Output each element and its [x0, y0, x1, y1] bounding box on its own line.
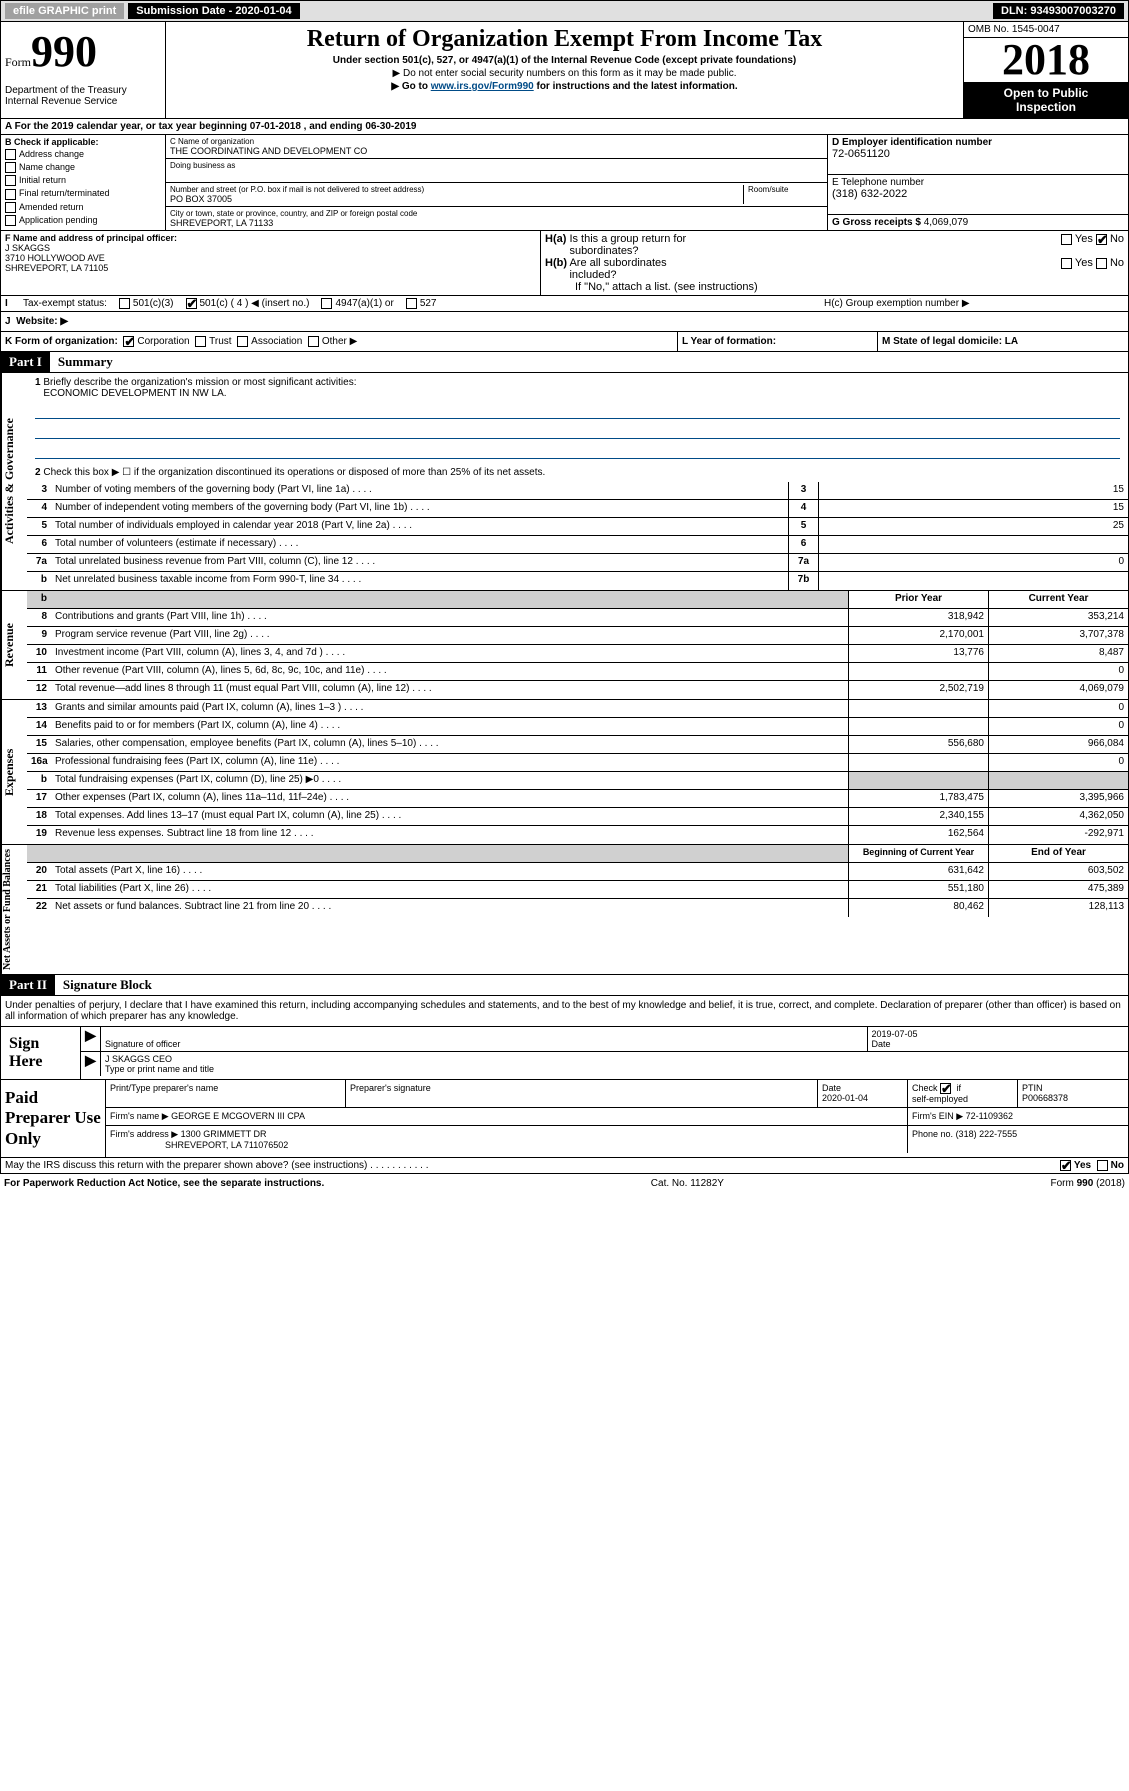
sub2: ▶ Do not enter social security numbers o…: [170, 68, 959, 79]
table-row: 14Benefits paid to or for members (Part …: [27, 718, 1128, 736]
table-row: 9Program service revenue (Part VIII, lin…: [27, 627, 1128, 645]
paid-preparer-label: Paid Preparer Use Only: [1, 1080, 106, 1157]
section-fgh: F Name and address of principal officer:…: [0, 231, 1129, 296]
table-row: 10Investment income (Part VIII, column (…: [27, 645, 1128, 663]
checkbox-527[interactable]: [406, 298, 417, 309]
checkbox-ha-yes[interactable]: [1061, 234, 1072, 245]
table-row: 17Other expenses (Part IX, column (A), l…: [27, 790, 1128, 808]
revenue-section: Revenue bPrior YearCurrent Year 8Contrib…: [0, 591, 1129, 700]
governance-section: Activities & Governance 1 Briefly descri…: [0, 373, 1129, 591]
subtitle: Under section 501(c), 527, or 4947(a)(1)…: [170, 55, 959, 66]
checkbox-name-change[interactable]: [5, 162, 16, 173]
table-row: 11Other revenue (Part VIII, column (A), …: [27, 663, 1128, 681]
table-row: 19Revenue less expenses. Subtract line 1…: [27, 826, 1128, 844]
box-h: H(a) Is this a group return for subordin…: [541, 231, 1128, 295]
table-row: bNet unrelated business taxable income f…: [27, 572, 1128, 590]
table-row: 20Total assets (Part X, line 16)631,6426…: [27, 863, 1128, 881]
table-row: 3Number of voting members of the governi…: [27, 482, 1128, 500]
table-row: 18Total expenses. Add lines 13–17 (must …: [27, 808, 1128, 826]
table-row: 15Salaries, other compensation, employee…: [27, 736, 1128, 754]
vtab-expenses: Expenses: [1, 700, 27, 844]
netassets-section: Net Assets or Fund Balances Beginning of…: [0, 845, 1129, 975]
checkbox-other[interactable]: [308, 336, 319, 347]
checkbox-corp[interactable]: [123, 336, 134, 347]
section-abcde: B Check if applicable: Address change Na…: [0, 135, 1129, 231]
table-row: 21Total liabilities (Part X, line 26)551…: [27, 881, 1128, 899]
dln: DLN: 93493007003270: [993, 3, 1124, 19]
form-number: 990: [31, 27, 97, 76]
table-row: 22Net assets or fund balances. Subtract …: [27, 899, 1128, 917]
checkbox-self-employed[interactable]: [940, 1083, 951, 1094]
box-f: F Name and address of principal officer:…: [1, 231, 541, 295]
period-line: A For the 2019 calendar year, or tax yea…: [0, 119, 1129, 135]
form-header: Form990 Department of the Treasury Inter…: [0, 22, 1129, 119]
form990-link[interactable]: www.irs.gov/Form990: [431, 81, 534, 92]
checkbox-4947[interactable]: [321, 298, 332, 309]
signature-block: Under penalties of perjury, I declare th…: [0, 996, 1129, 1080]
form-title: Return of Organization Exempt From Incom…: [170, 26, 959, 53]
discuss-row: May the IRS discuss this return with the…: [0, 1158, 1129, 1174]
footer: For Paperwork Reduction Act Notice, see …: [0, 1174, 1129, 1193]
table-row: 16aProfessional fundraising fees (Part I…: [27, 754, 1128, 772]
checkbox-ha-no[interactable]: [1096, 234, 1107, 245]
vtab-revenue: Revenue: [1, 591, 27, 699]
table-row: 5Total number of individuals employed in…: [27, 518, 1128, 536]
checkbox-final-return[interactable]: [5, 189, 16, 200]
dept: Department of the Treasury Internal Reve…: [5, 85, 161, 107]
checkbox-discuss-no[interactable]: [1097, 1160, 1108, 1171]
paid-preparer-block: Paid Preparer Use Only Print/Type prepar…: [0, 1080, 1129, 1158]
submission-date: Submission Date - 2020-01-04: [128, 3, 299, 19]
part1-header: Part I Summary: [0, 352, 1129, 373]
checkbox-address-change[interactable]: [5, 149, 16, 160]
checkbox-hb-no[interactable]: [1096, 258, 1107, 269]
expenses-section: Expenses 13Grants and similar amounts pa…: [0, 700, 1129, 845]
box-b: B Check if applicable: Address change Na…: [1, 135, 166, 230]
arrow-icon: ▶: [81, 1027, 101, 1051]
inspection-badge: Open to PublicInspection: [964, 82, 1128, 118]
vtab-netassets: Net Assets or Fund Balances: [1, 845, 27, 974]
table-row: bTotal fundraising expenses (Part IX, co…: [27, 772, 1128, 790]
table-row: 12Total revenue—add lines 8 through 11 (…: [27, 681, 1128, 699]
checkbox-discuss-yes[interactable]: [1060, 1160, 1071, 1171]
checkbox-501c[interactable]: [186, 298, 197, 309]
row-j-website: J Website: ▶: [0, 312, 1129, 332]
checkbox-501c3[interactable]: [119, 298, 130, 309]
tax-year: 2018: [964, 38, 1128, 82]
sub3: ▶ Go to www.irs.gov/Form990 for instruct…: [170, 81, 959, 92]
checkbox-hb-yes[interactable]: [1061, 258, 1072, 269]
topbar: efile GRAPHIC print Submission Date - 20…: [0, 0, 1129, 22]
checkbox-assoc[interactable]: [237, 336, 248, 347]
table-row: 6Total number of volunteers (estimate if…: [27, 536, 1128, 554]
arrow-icon: ▶: [81, 1052, 101, 1076]
box-deg: D Employer identification number72-06511…: [828, 135, 1128, 230]
table-row: 8Contributions and grants (Part VIII, li…: [27, 609, 1128, 627]
checkbox-application-pending[interactable]: [5, 215, 16, 226]
checkbox-amended-return[interactable]: [5, 202, 16, 213]
table-row: 4Number of independent voting members of…: [27, 500, 1128, 518]
box-c: C Name of organizationTHE COORDINATING A…: [166, 135, 828, 230]
row-i-taxexempt: I Tax-exempt status: 501(c)(3) 501(c) ( …: [0, 296, 1129, 312]
table-row: 7aTotal unrelated business revenue from …: [27, 554, 1128, 572]
efile-label: efile GRAPHIC print: [5, 3, 124, 19]
checkbox-initial-return[interactable]: [5, 175, 16, 186]
part2-header: Part II Signature Block: [0, 975, 1129, 996]
form-word: Form: [5, 55, 31, 69]
checkbox-trust[interactable]: [195, 336, 206, 347]
row-klm: K Form of organization: Corporation Trus…: [0, 332, 1129, 352]
sign-here-label: Sign Here: [1, 1027, 81, 1079]
vtab-governance: Activities & Governance: [1, 373, 27, 590]
table-row: 13Grants and similar amounts paid (Part …: [27, 700, 1128, 718]
